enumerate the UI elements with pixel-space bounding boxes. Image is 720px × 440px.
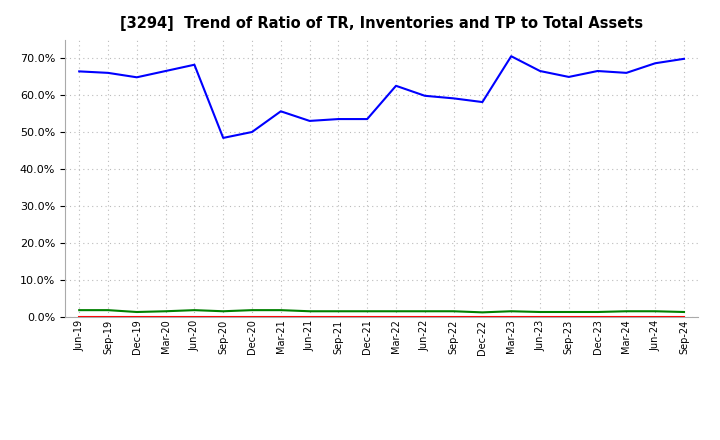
Trade Receivables [420,314,429,319]
Trade Payables [334,308,343,314]
Trade Payables [507,308,516,314]
Trade Payables [161,308,170,314]
Inventories [622,70,631,76]
Trade Receivables [564,314,573,319]
Inventories [536,68,544,73]
Inventories [680,56,688,62]
Inventories [420,93,429,99]
Trade Payables [190,308,199,313]
Inventories [161,68,170,73]
Trade Payables [536,309,544,315]
Inventories [248,129,256,135]
Trade Receivables [449,314,458,319]
Inventories [478,99,487,105]
Trade Payables [593,309,602,315]
Trade Receivables [190,314,199,319]
Trade Receivables [507,314,516,319]
Title: [3294]  Trend of Ratio of TR, Inventories and TP to Total Assets: [3294] Trend of Ratio of TR, Inventories… [120,16,643,32]
Trade Payables [564,309,573,315]
Inventories [507,54,516,59]
Trade Receivables [276,314,285,319]
Trade Payables [75,308,84,313]
Trade Receivables [651,314,660,319]
Trade Receivables [536,314,544,319]
Inventories [564,74,573,80]
Trade Payables [680,309,688,315]
Trade Receivables [593,314,602,319]
Inventories [219,135,228,140]
Inventories [75,69,84,74]
Trade Payables [363,308,372,314]
Trade Payables [276,308,285,313]
Line: Trade Payables: Trade Payables [79,310,684,312]
Trade Payables [420,308,429,314]
Inventories [104,70,112,76]
Trade Payables [219,308,228,314]
Trade Payables [392,308,400,314]
Trade Receivables [680,314,688,319]
Trade Receivables [75,314,84,319]
Line: Inventories: Inventories [79,56,684,138]
Trade Payables [305,308,314,314]
Inventories [276,109,285,114]
Inventories [363,117,372,122]
Trade Receivables [248,314,256,319]
Trade Payables [651,308,660,314]
Trade Receivables [478,314,487,319]
Trade Payables [248,308,256,313]
Trade Payables [104,308,112,313]
Trade Payables [132,309,141,315]
Inventories [593,68,602,73]
Inventories [305,118,314,124]
Trade Receivables [219,314,228,319]
Trade Receivables [161,314,170,319]
Trade Receivables [622,314,631,319]
Trade Payables [622,308,631,314]
Inventories [449,96,458,101]
Trade Receivables [392,314,400,319]
Inventories [651,61,660,66]
Trade Receivables [334,314,343,319]
Trade Receivables [305,314,314,319]
Trade Receivables [132,314,141,319]
Trade Payables [449,308,458,314]
Inventories [334,117,343,122]
Trade Payables [478,310,487,315]
Trade Receivables [363,314,372,319]
Inventories [190,62,199,67]
Inventories [132,75,141,80]
Inventories [392,83,400,88]
Trade Receivables [104,314,112,319]
